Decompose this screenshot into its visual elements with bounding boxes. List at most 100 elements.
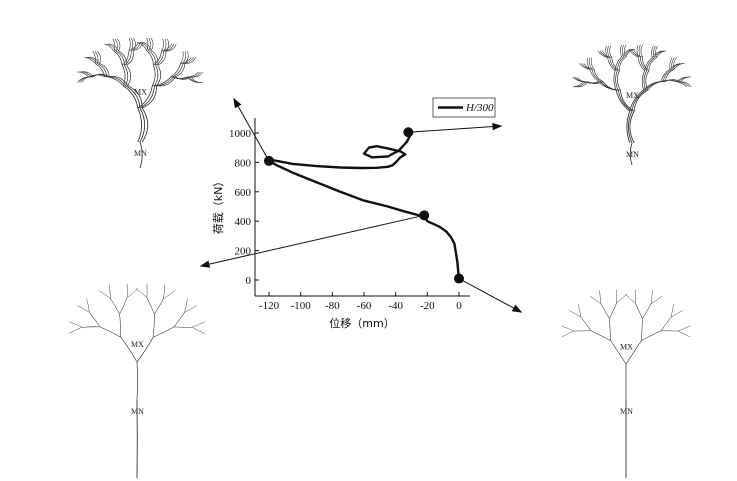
member-line [641,318,643,341]
member-line [146,50,154,66]
member-line [136,288,148,298]
member-line [651,45,654,58]
member-line [106,76,126,87]
member-line [119,297,128,315]
member-line [156,76,176,87]
member-line [641,70,645,91]
member-line [191,327,205,334]
member-line [119,314,122,338]
member-line [590,57,595,70]
connector-arrows [199,97,523,313]
member-line [139,42,150,51]
member-line [664,68,675,82]
member-line [133,42,144,51]
member-line [665,79,681,83]
member-line [89,312,101,328]
member-line [121,50,130,66]
mx-label: MX [131,340,144,349]
member-line [599,50,610,58]
arrowhead [199,260,211,268]
member-line [660,68,671,82]
member-line [69,321,83,328]
mn-label: MN [626,150,639,159]
member-line [184,57,196,64]
member-line [660,316,672,331]
member-line [588,57,593,70]
arrowhead [492,122,503,131]
member-line [77,71,89,78]
member-line [103,43,115,52]
member-line [152,76,172,87]
member-line [172,63,183,77]
member-line [175,63,186,77]
member-line [99,326,121,338]
member-line [148,50,156,66]
member-line [105,43,117,52]
member-line [651,50,662,58]
y-axis-title: 荷载（kN） [212,176,225,235]
member-line [94,51,99,64]
member-line [108,284,111,299]
member-line [597,50,608,58]
arrowhead [511,304,523,313]
y-tick-label: 400 [235,216,252,228]
member-line [625,294,636,304]
axes [254,118,470,297]
member-line [142,85,158,109]
member-line [615,70,619,91]
y-tick-label: 200 [235,246,252,258]
member-line [583,63,595,70]
member-line [616,294,627,304]
member-line [656,50,667,58]
member-line [124,50,132,66]
deformed-shape: MN MX [69,283,206,479]
member-line [126,288,138,298]
member-line [670,310,683,318]
member-line [590,330,611,341]
mx-label: MX [620,343,633,352]
legend-label: H/300 [465,102,494,114]
member-line [182,57,194,64]
trunk-line [139,141,143,169]
connector-arrow [200,214,425,267]
member-line [116,38,121,52]
member-line [648,57,657,71]
member-line [574,81,586,88]
member-line [609,302,617,319]
member-line [184,305,197,313]
member-line [153,51,162,66]
x-tick-label: -40 [388,300,403,312]
member-line [163,38,167,52]
member-line [137,42,147,51]
arrowhead [233,97,242,109]
member-line [79,71,92,78]
member-line [165,43,177,52]
member-line [624,44,627,58]
member-line [633,89,649,112]
marker-point [264,155,275,166]
member-line [136,361,138,401]
member-line [569,310,582,318]
x-tick-label: 0 [456,300,462,312]
mn-label: MN [620,407,633,416]
member-line [126,64,131,86]
x-ticks: -120 -100 -80 -60 -40 -20 0 [259,292,462,312]
member-line [643,70,648,91]
mn-label: MN [131,407,144,416]
member-line [645,70,650,91]
member-line [650,296,663,305]
member-line [678,330,691,338]
member-line [150,37,154,51]
deformed-shape: MN MX [572,44,692,166]
member-line [617,70,621,91]
member-line [589,69,599,82]
member-line [577,81,589,88]
member-line [673,57,677,70]
member-line [578,303,582,318]
member-line [141,42,152,51]
member-line [110,298,120,315]
member-line [628,48,639,58]
member-line [633,48,643,58]
member-line [86,298,90,313]
deformed-shape: MN MX [77,37,204,169]
